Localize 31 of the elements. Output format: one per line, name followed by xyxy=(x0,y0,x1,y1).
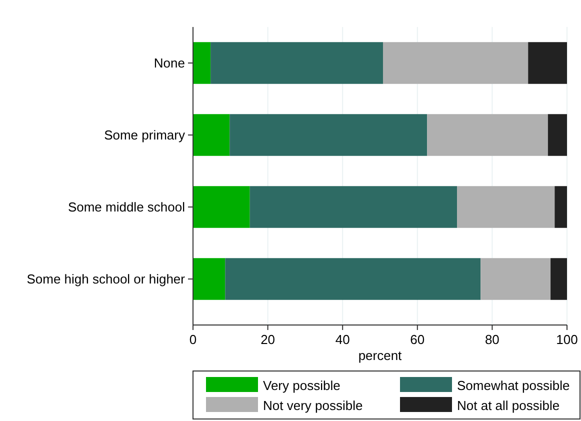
legend-label: Somewhat possible xyxy=(457,378,570,393)
x-tick-label: 20 xyxy=(260,332,276,347)
y-tick-label: None xyxy=(154,56,185,70)
bar xyxy=(193,258,226,300)
bar xyxy=(548,114,567,156)
bar xyxy=(554,186,567,228)
y-tick-label: Some primary xyxy=(104,128,186,142)
x-tick-label: 0 xyxy=(189,332,197,347)
bar xyxy=(225,258,481,300)
bar xyxy=(480,258,551,300)
x-tick-label: 100 xyxy=(556,332,578,347)
bar xyxy=(382,42,528,84)
legend-label: Very possible xyxy=(263,378,340,393)
bar xyxy=(457,186,555,228)
legend-label: Not at all possible xyxy=(457,398,560,413)
bar xyxy=(230,114,428,156)
bar xyxy=(250,186,458,228)
x-tick-label: 80 xyxy=(484,332,500,347)
x-tick-label: 60 xyxy=(410,332,425,347)
y-tick-label: Some middle school xyxy=(68,200,186,214)
y-tick-label: Some high school or higher xyxy=(26,272,186,286)
bar xyxy=(550,258,567,300)
x-tick-label: 40 xyxy=(335,332,350,347)
bar xyxy=(193,114,230,156)
bar xyxy=(193,186,250,228)
bar xyxy=(427,114,548,156)
legend-label: Not very possible xyxy=(263,398,363,413)
bar xyxy=(193,42,211,84)
bar xyxy=(210,42,383,84)
bar xyxy=(528,42,567,84)
x-axis-title: percent xyxy=(358,348,402,363)
